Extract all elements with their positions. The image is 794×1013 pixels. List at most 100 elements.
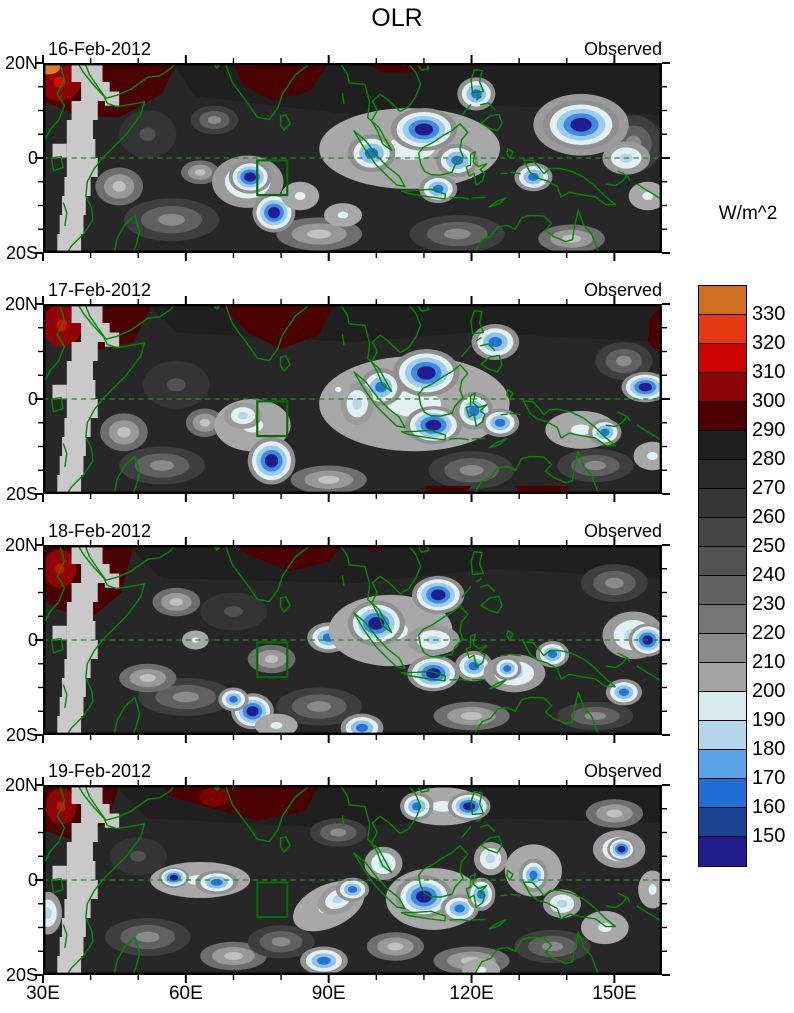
map-frame	[43, 63, 662, 253]
missing-data-block	[66, 842, 93, 861]
coastline	[465, 633, 488, 668]
contour-blob	[425, 419, 442, 431]
y-axis-label: 0	[27, 630, 38, 650]
axis-ticks	[35, 777, 670, 983]
contour-blob	[307, 701, 332, 712]
missing-data-block	[52, 384, 67, 399]
coastline	[479, 584, 496, 592]
missing-data-block	[66, 380, 96, 399]
coastline	[480, 835, 503, 854]
contour-blob	[375, 381, 388, 393]
y-axis-label: 20S	[5, 965, 38, 985]
coastline	[488, 197, 507, 208]
contour-blob	[337, 211, 349, 219]
contour-blob	[547, 650, 558, 658]
missing-data-block	[64, 418, 91, 437]
coastline	[66, 583, 146, 735]
coastline	[279, 836, 291, 853]
x-axis-label: 60E	[168, 983, 203, 1004]
contour-blob	[166, 378, 186, 392]
missing-data-block	[66, 880, 98, 899]
coastline	[105, 304, 177, 340]
missing-data-block	[57, 716, 82, 735]
coastline	[62, 443, 68, 468]
contour-blob	[485, 853, 496, 864]
coastline	[480, 595, 503, 614]
colorbar-cell	[699, 518, 746, 547]
coastline	[105, 63, 177, 99]
contour-blob	[618, 688, 629, 696]
colorbar-cell	[699, 315, 746, 344]
y-axis-label: 20S	[5, 243, 38, 263]
coastline	[417, 364, 469, 417]
missing-data-block	[66, 361, 93, 380]
contour-blob	[584, 460, 607, 471]
y-axis-label: 20N	[4, 775, 38, 795]
coastline	[417, 123, 469, 176]
coastline	[465, 392, 488, 427]
contour-blob	[647, 452, 658, 460]
coastline	[522, 881, 617, 928]
coastline	[465, 151, 488, 186]
contour-blob	[194, 168, 206, 176]
coastline	[617, 652, 631, 663]
panel-date-label: 17-Feb-2012	[48, 280, 152, 300]
contour-blob	[430, 589, 446, 601]
coastlines	[44, 785, 662, 975]
missing-data-block	[71, 785, 103, 804]
coastline	[224, 304, 312, 362]
contour-blob	[43, 63, 61, 75]
coastline	[353, 612, 406, 670]
contour-blob	[541, 941, 564, 952]
contour-blob	[330, 828, 347, 837]
coastline	[50, 637, 64, 654]
missing-data-block	[66, 861, 96, 880]
study-region-box	[256, 881, 289, 919]
coastline	[213, 305, 220, 310]
contour-blob	[270, 722, 283, 729]
coastline	[213, 786, 220, 791]
colorbar-tick-label: 150	[752, 825, 786, 847]
y-axis-label: 20N	[4, 53, 38, 73]
study-region-box	[256, 159, 289, 197]
coastline	[353, 852, 406, 910]
missing-data-block	[57, 234, 82, 253]
y-axis-label: 0	[27, 870, 38, 890]
coastline	[488, 438, 507, 449]
colorbar-tick-label: 230	[752, 593, 786, 615]
colorbar	[698, 285, 747, 867]
missing-data-block	[66, 139, 96, 158]
missing-data-block	[57, 956, 82, 975]
coastline	[224, 545, 312, 603]
contour-blob	[207, 116, 222, 124]
contour-blob	[334, 386, 342, 393]
colorbar-tick-label: 290	[752, 419, 786, 441]
colorbar-tick-label: 280	[752, 448, 786, 470]
coastlines	[44, 304, 662, 494]
coastline	[509, 171, 521, 175]
coastline	[605, 416, 628, 428]
missing-data-block	[57, 475, 82, 494]
missing-data-block	[64, 659, 91, 678]
contour-blob	[570, 117, 592, 132]
coastline	[488, 919, 507, 930]
coastline	[44, 545, 66, 622]
coastline	[224, 785, 312, 843]
colorbar-tick-label: 270	[752, 477, 786, 499]
contour-blob	[199, 418, 211, 427]
contour-blob	[364, 147, 379, 159]
coastline	[44, 63, 66, 140]
contour-blob	[246, 706, 259, 717]
coastline	[465, 873, 488, 908]
y-axis-label: 0	[27, 389, 38, 409]
missing-data-block	[71, 101, 98, 120]
coastline	[479, 824, 496, 832]
contour-blob	[556, 899, 568, 908]
coastline	[66, 101, 146, 253]
colorbar-tick-label: 250	[752, 535, 786, 557]
study-region-box	[256, 400, 289, 438]
coastline	[50, 155, 64, 172]
missing-data-block	[66, 120, 93, 139]
missing-data-block	[81, 323, 110, 342]
